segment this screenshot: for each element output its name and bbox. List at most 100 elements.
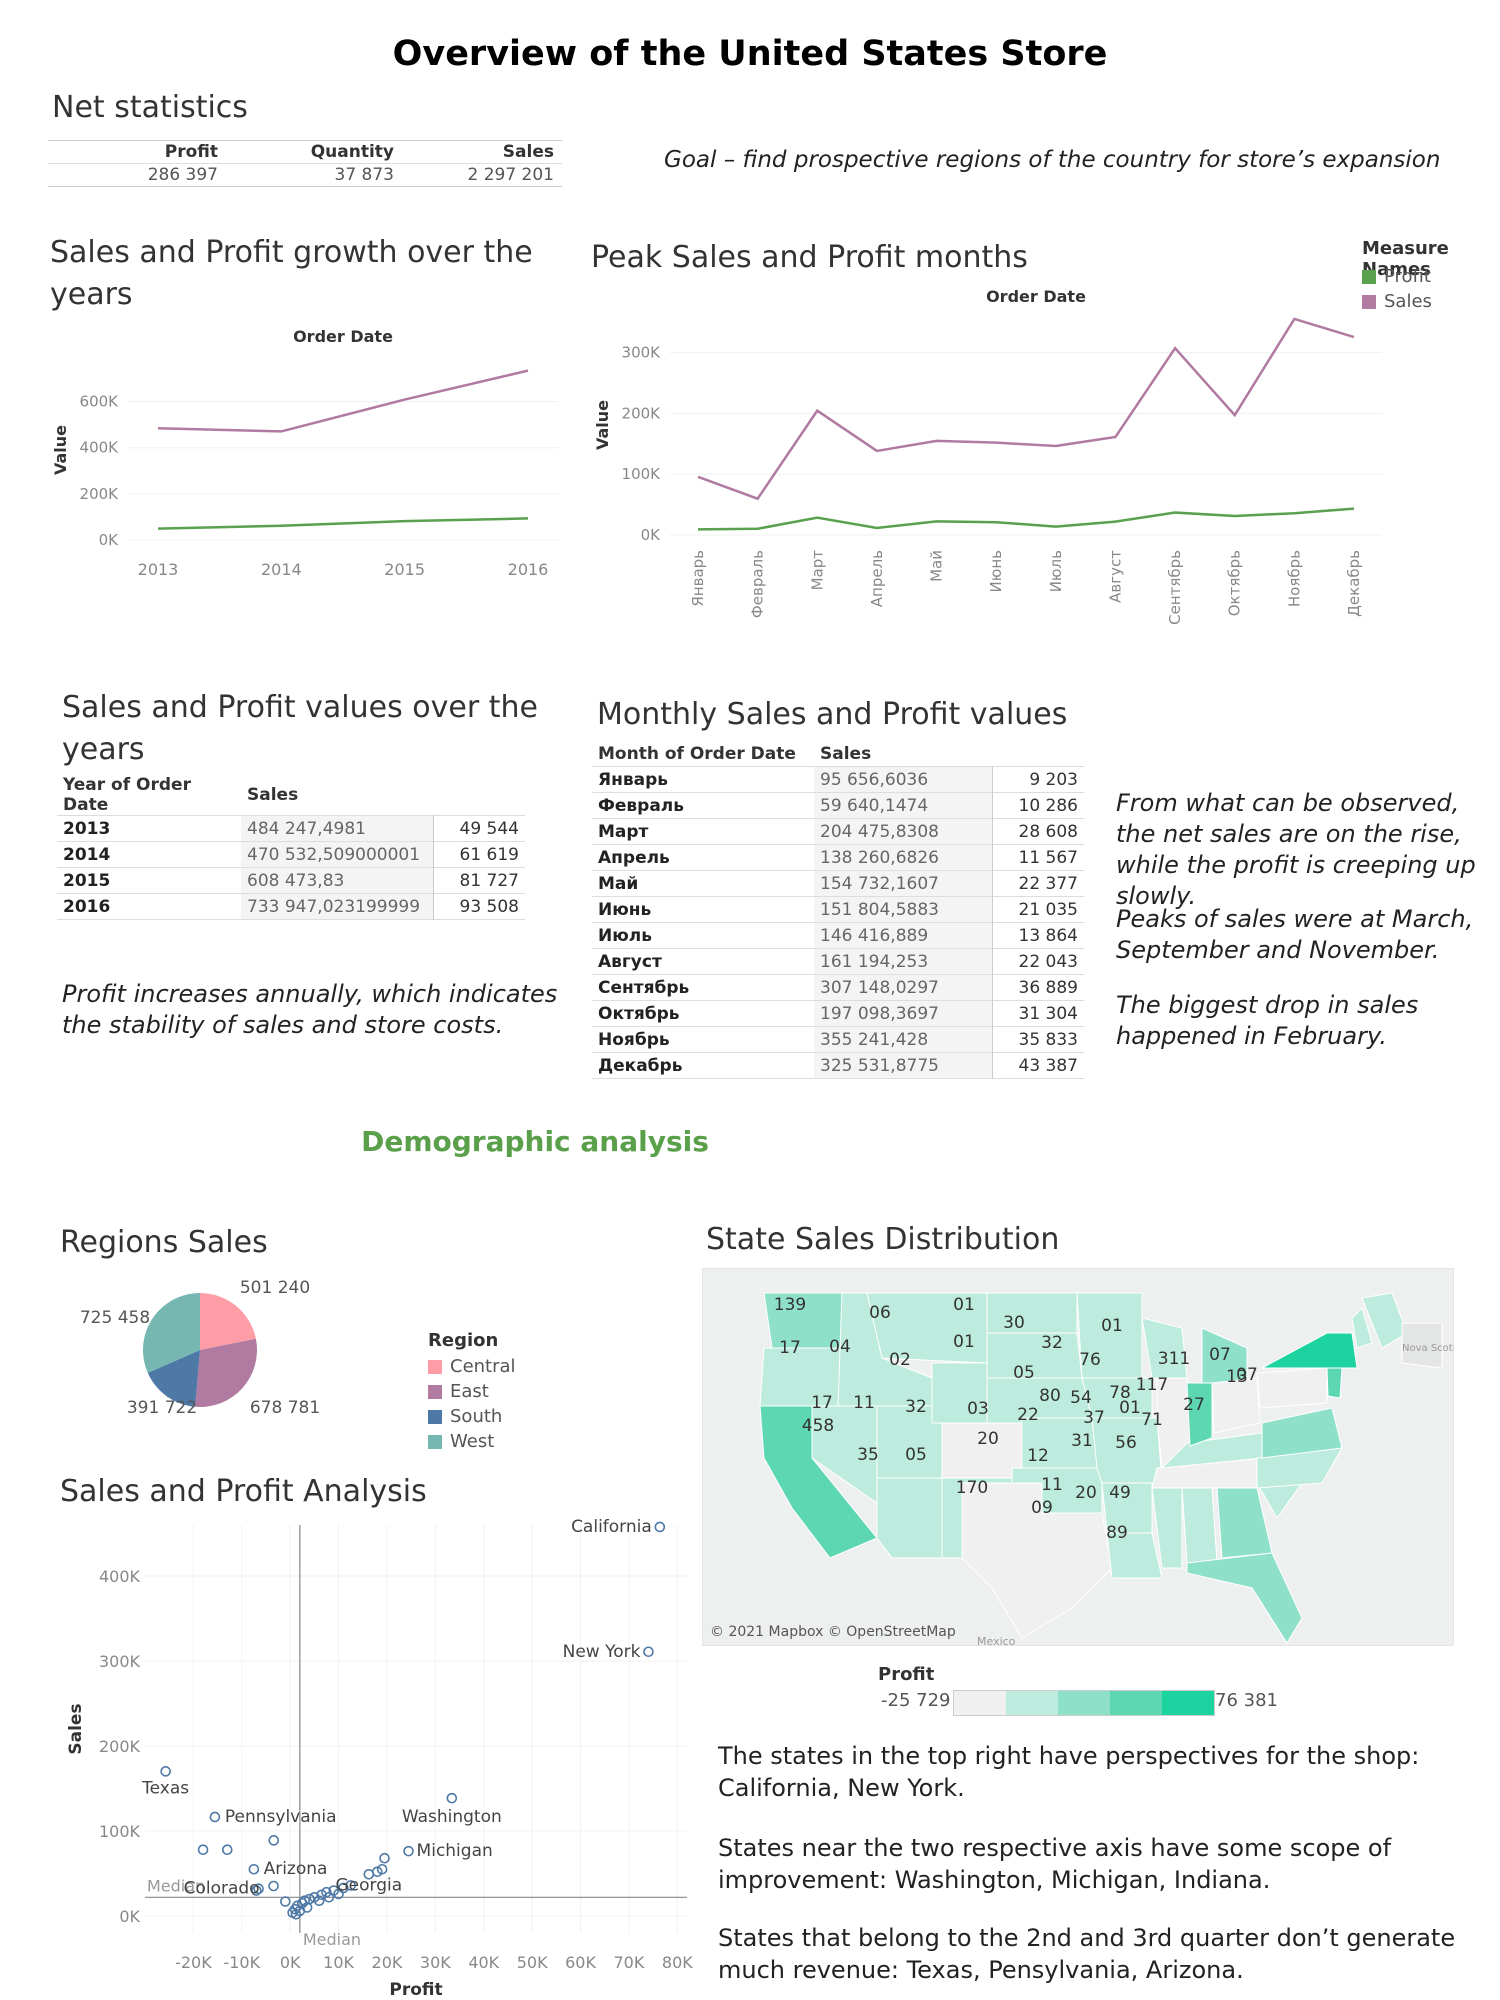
monthly-table-row: Январь 95 656,6036 9 203 [592,766,1084,793]
monthly-table-row: Март 204 475,8308 28 608 [592,818,1084,845]
scatter-point [403,1845,414,1857]
map-state-label: 139 [774,1295,806,1315]
scatter-point [345,1880,356,1891]
monthly-xtick: Май [928,550,946,582]
monthly-chart-title: Peak Sales and Profit months [591,240,1028,275]
scatter-point [313,1895,325,1907]
scatter-point [209,1811,221,1823]
scatter-xtick: 0K [280,1953,301,1972]
map-state-label: 17 [811,1393,833,1413]
conclusion-2: States near the two respective axis have… [718,1834,1392,1894]
map-color-scale [953,1690,1215,1716]
scatter-point-label: Pennsylvania [225,1807,337,1827]
monthly-xtick: Апрель [868,550,886,607]
map-state-label: 30 [1003,1313,1025,1333]
regions-pie-title: Regions Sales [60,1225,268,1260]
scatter-point [268,1835,280,1846]
region-legend-title: Region [428,1330,499,1351]
scatter-xtick: 20K [372,1953,403,1972]
net-stats-profit-value: 286 397 [147,165,218,185]
monthly-table-cell-sales: 146 416,889 [814,922,993,949]
pie-slice-east [195,1338,257,1407]
region-legend-south: South [428,1404,516,1429]
monthly-note-3: The biggest drop in sales happened in Fe… [1116,991,1419,1050]
scatter-point [280,1896,291,1907]
scatter-point [299,1895,310,1907]
yearly-table-cell-label: 2015 [63,870,111,891]
monthly-table-cell-profit: 13 864 [992,922,1084,949]
map-place-label: Nova Scoti [1402,1343,1454,1354]
monthly-table-cell-label: Январь [598,769,668,790]
scatter-ytick: 300K [99,1652,141,1671]
scatter-point [379,1852,390,1864]
scatter-xlabel: Profit [389,1980,442,1995]
map-state-vt [1351,1307,1373,1349]
net-stats-title: Net statistics [52,90,248,125]
map-state-label: 09 [1031,1498,1053,1518]
scatter-xtick: -10K [223,1953,260,1972]
scatter-point [290,1908,302,1920]
map-state-label: 170 [956,1478,988,1498]
map-state-label: 12 [1027,1446,1049,1466]
goal-text: Goal – find prospective regions of the c… [664,147,1441,173]
map-state-label: 117 [1136,1375,1168,1395]
yearly-table-cell-profit: 93 508 [433,893,525,920]
map-state-tx [961,1482,1113,1639]
map-state-label: 05 [905,1445,927,1465]
scatter-point [248,1863,260,1875]
map-state-label: 37 [1083,1408,1105,1428]
map-legend-title: Profit [878,1664,935,1685]
map-state-label: 22 [1017,1405,1039,1425]
yearly-ylabel: Value [51,425,70,475]
pie-slice-west [143,1293,200,1373]
monthly-xtick: Июнь [987,550,1005,593]
monthly-table-cell-label: Июнь [598,899,652,920]
yearly-table-row: 2016 733 947,023199999 93 508 [57,893,525,920]
map-state-ny [1261,1332,1358,1369]
net-stats-sales-value: 2 297 201 [467,165,554,185]
scatter-xtick: 30K [420,1953,451,1972]
monthly-ytick: 0K [641,526,662,544]
scatter-title: Sales and Profit Analysis [60,1474,427,1509]
monthly-table-row: Май 154 732,1607 22 377 [592,870,1084,897]
monthly-table-row: Июль 146 416,889 13 864 [592,922,1084,949]
map-state-fl [1186,1552,1303,1644]
map-state-label: 20 [977,1429,999,1449]
monthly-table-cell-profit: 21 035 [992,896,1084,923]
monthly-table-cell-label: Апрель [598,847,670,868]
monthly-table-row: Февраль 59 640,1474 10 286 [592,792,1084,819]
monthly-xtick: Август [1106,550,1124,603]
monthly-table-cell-profit: 22 377 [992,870,1084,897]
scatter-point [253,1883,264,1895]
yearly-table-cell-sales: 608 473,83 [241,867,434,894]
map-state-label: 07 [1209,1345,1231,1365]
monthly-table-cell-sales: 151 804,5883 [814,896,993,923]
yearly-xtick: 2013 [138,560,179,579]
map-state-label: 11 [1041,1475,1063,1495]
map-state-label: 56 [1115,1433,1137,1453]
map-state-nd [986,1292,1078,1334]
map-state-label: 01 [1101,1316,1123,1336]
monthly-table-cell-sales: 197 098,3697 [814,1000,993,1027]
map-state-label: 49 [1109,1483,1131,1503]
scatter-point [251,1885,262,1896]
monthly-table-cell-sales: 325 531,8775 [814,1052,993,1079]
scatter-median-label-y: Median [147,1876,205,1895]
scatter-xtick: 40K [468,1953,499,1972]
scatter-point-label: Arizona [264,1859,328,1879]
monthly-note-2: Peaks of sales were at March, September … [1116,905,1474,964]
map-state-label: 71 [1141,1410,1163,1430]
map-state-label: 76 [1079,1350,1101,1370]
monthly-series-profit [697,507,1355,531]
region-legend-east: East [428,1379,516,1404]
monthly-table-row: Сентябрь 307 148,0297 36 889 [592,974,1084,1001]
monthly-xtick: Июль [1047,550,1065,592]
scatter-xtick: -20K [175,1953,212,1972]
monthly-table-header-month: Month of Order Date [598,743,796,764]
monthly-table-cell-profit: 10 286 [992,792,1084,819]
monthly-table-cell-profit: 28 608 [992,818,1084,845]
map-attribution: © 2021 Mapbox © OpenStreetMap [710,1624,956,1640]
monthly-series-sales [697,317,1355,501]
pie-label-west: 725 458 [80,1308,150,1328]
